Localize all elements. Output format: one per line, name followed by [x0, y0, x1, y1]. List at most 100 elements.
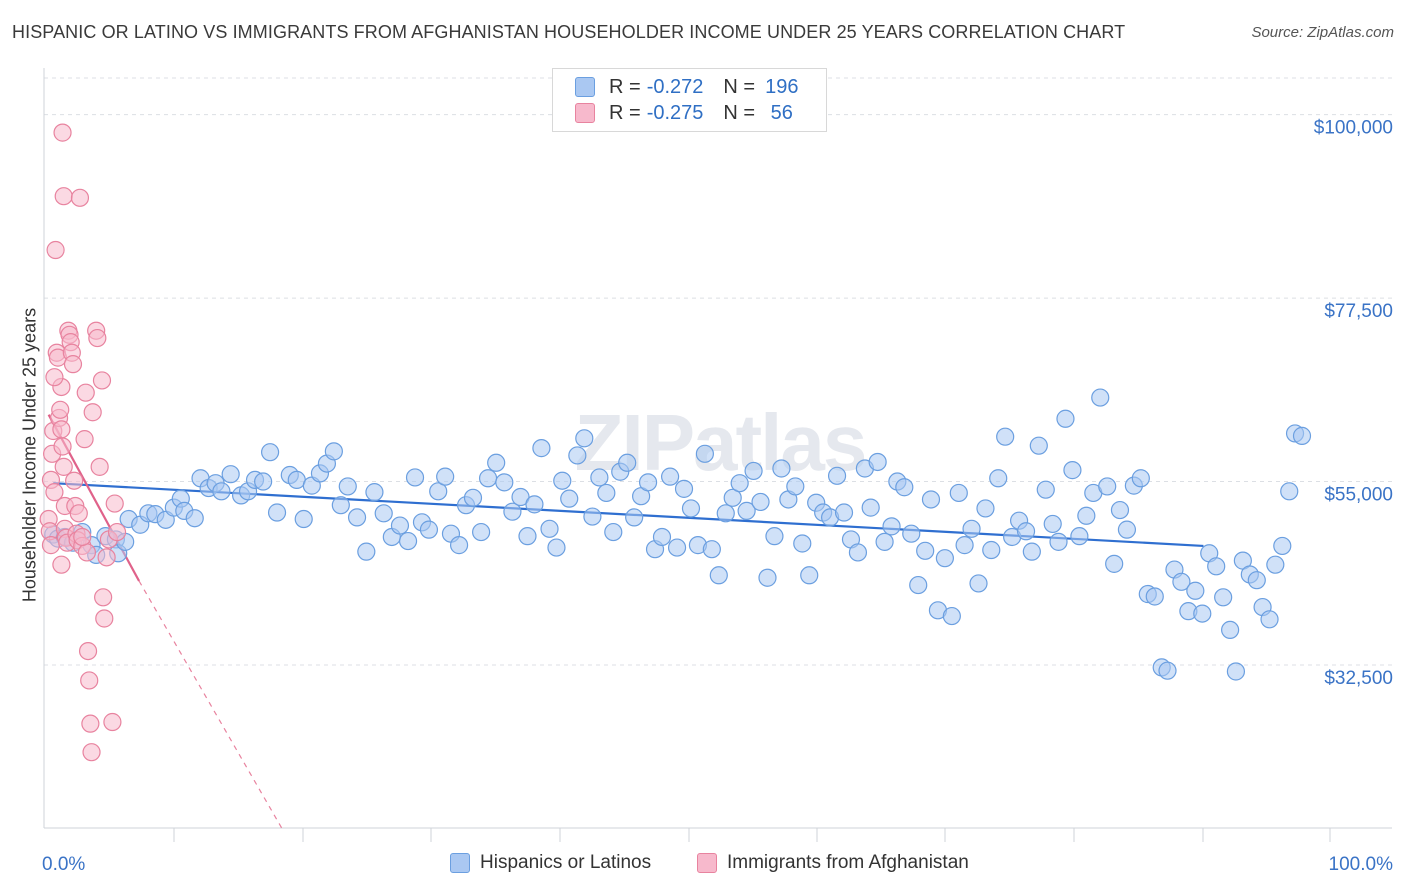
data-point — [518, 527, 537, 546]
data-point — [560, 489, 579, 508]
axes — [43, 68, 1392, 842]
data-point — [287, 470, 306, 490]
data-point — [583, 507, 602, 526]
data-point — [1226, 662, 1246, 681]
bottom-legend-swatch-hispanic — [450, 853, 470, 873]
chart-title: HISPANIC OR LATINO VS IMMIGRANTS FROM AF… — [12, 22, 1126, 42]
data-point — [744, 461, 763, 481]
data-point — [962, 519, 981, 538]
legend-n-label: N = — [723, 75, 756, 98]
data-point — [540, 519, 559, 538]
data-point — [909, 575, 928, 595]
data-point — [487, 453, 506, 472]
data-point — [472, 522, 491, 542]
data-point — [105, 494, 124, 513]
data-point — [553, 471, 572, 490]
data-point — [1266, 555, 1285, 574]
data-point — [590, 468, 609, 487]
data-point — [221, 465, 240, 484]
data-point — [1063, 461, 1082, 480]
data-point — [661, 467, 680, 486]
data-point — [70, 188, 90, 207]
data-point — [365, 483, 384, 502]
data-points — [39, 123, 1312, 762]
data-point — [772, 459, 791, 478]
trend-line-afghanistan-extension — [138, 580, 283, 829]
data-point — [786, 477, 805, 496]
data-point — [976, 499, 995, 518]
data-point — [996, 427, 1015, 446]
data-point — [1077, 506, 1096, 525]
data-point — [969, 574, 988, 593]
data-point — [765, 527, 784, 546]
data-point — [1247, 571, 1266, 590]
data-point — [1043, 514, 1062, 534]
data-point — [54, 187, 73, 206]
data-point — [324, 442, 343, 461]
data-point — [1036, 480, 1055, 499]
data-point — [955, 536, 974, 555]
data-point — [695, 444, 714, 463]
data-point — [429, 482, 448, 501]
data-point — [982, 540, 1001, 560]
data-point — [347, 508, 367, 527]
data-point — [78, 641, 98, 661]
data-point — [463, 488, 483, 507]
data-point — [618, 453, 637, 472]
data-point — [916, 541, 935, 560]
legend-n-label: N = — [723, 101, 756, 124]
data-point — [76, 383, 95, 402]
x-tick-label: 100.0% — [1329, 854, 1394, 875]
data-point — [103, 712, 122, 732]
legend-r-label: R = — [609, 75, 641, 98]
data-point — [63, 355, 83, 374]
data-point — [921, 490, 941, 509]
data-point — [1186, 581, 1205, 600]
data-point — [674, 479, 694, 498]
bottom-legend-swatch-afghanistan — [697, 853, 717, 873]
data-point — [1260, 610, 1279, 629]
data-point — [1172, 572, 1191, 591]
data-point — [1022, 542, 1041, 561]
data-point — [1158, 661, 1177, 680]
data-point — [861, 498, 880, 517]
data-point — [1145, 587, 1164, 606]
data-point — [1070, 527, 1089, 546]
data-point — [723, 488, 742, 507]
data-point — [419, 520, 439, 539]
data-point — [1193, 604, 1212, 623]
data-point — [45, 368, 64, 387]
data-point — [1056, 409, 1075, 428]
data-point — [525, 495, 544, 514]
data-point — [848, 543, 868, 562]
data-point — [503, 502, 522, 521]
data-point — [511, 487, 530, 507]
legend-r-label: R = — [609, 101, 641, 124]
data-point — [681, 499, 701, 518]
data-point — [390, 516, 410, 535]
data-point — [52, 555, 71, 574]
data-point — [94, 588, 113, 607]
data-point — [751, 492, 770, 512]
bottom-legend-hispanic: Hispanics or Latinos — [450, 852, 651, 874]
y-tick-label: $55,000 — [1324, 485, 1393, 506]
data-point — [1091, 388, 1110, 407]
data-point — [53, 123, 72, 142]
data-point — [902, 524, 921, 543]
y-tick-label: $100,000 — [1314, 118, 1393, 139]
data-point — [575, 429, 594, 448]
data-point — [95, 609, 114, 628]
data-point — [260, 443, 280, 462]
data-point — [92, 371, 112, 390]
source-label: Source: ZipAtlas.com — [1251, 24, 1394, 41]
data-point — [45, 483, 64, 502]
data-point — [604, 522, 623, 542]
data-point — [709, 566, 728, 585]
bottom-legend-afghanistan: Immigrants from Afghanistan — [697, 852, 969, 874]
y-tick-label: $32,500 — [1324, 668, 1393, 689]
series-hispanic — [44, 388, 1312, 681]
data-point — [800, 566, 819, 585]
legend-row-afghanistan: R = -0.275 N = 56 — [575, 101, 793, 125]
data-point — [868, 452, 887, 472]
data-point — [793, 534, 812, 553]
